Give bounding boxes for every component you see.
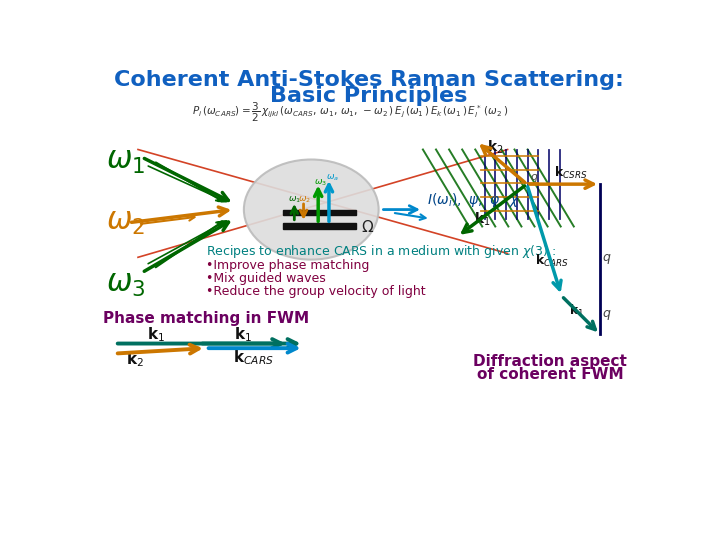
Text: q: q xyxy=(603,307,610,320)
Text: •Improve phase matching: •Improve phase matching xyxy=(206,259,369,272)
Ellipse shape xyxy=(244,159,379,260)
Text: Coherent Anti-Stokes Raman Scattering:: Coherent Anti-Stokes Raman Scattering: xyxy=(114,70,624,90)
Text: $\omega_2$: $\omega_2$ xyxy=(298,194,311,205)
Text: $\mathbf{k}_1$: $\mathbf{k}_1$ xyxy=(148,325,166,343)
Text: Recipes to enhance CARS in a medium with given $\chi(3)$ :: Recipes to enhance CARS in a medium with… xyxy=(206,242,556,260)
Text: $\omega_3$: $\omega_3$ xyxy=(314,177,327,188)
Text: •Mix guided waves: •Mix guided waves xyxy=(206,272,325,285)
Bar xyxy=(283,224,356,229)
Text: q: q xyxy=(603,251,610,264)
Text: $\mathbf{k}_{CSRS}$: $\mathbf{k}_{CSRS}$ xyxy=(554,165,588,181)
Text: $\mathbf{k}_1$: $\mathbf{k}_1$ xyxy=(234,325,252,343)
Text: $\mathbf{k}_1$: $\mathbf{k}_1$ xyxy=(570,303,585,319)
Text: $P_i\,(\omega_{CARS}) = \dfrac{3}{2}\,\chi_{ijkl}\,(\omega_{CARS},\,\omega_1,\,\: $P_i\,(\omega_{CARS}) = \dfrac{3}{2}\,\c… xyxy=(192,101,508,124)
Text: $\omega_a$: $\omega_a$ xyxy=(326,173,339,183)
Text: of coherent FWM: of coherent FWM xyxy=(477,367,624,382)
Text: Diffraction aspect: Diffraction aspect xyxy=(473,354,627,369)
Text: Phase matching in FWM: Phase matching in FWM xyxy=(104,312,310,326)
Text: $\omega_2$: $\omega_2$ xyxy=(106,208,145,237)
Text: $\omega_1$: $\omega_1$ xyxy=(288,194,301,205)
Text: $\mathbf{k}_{CARS}$: $\mathbf{k}_{CARS}$ xyxy=(233,348,274,367)
Bar xyxy=(283,210,356,215)
Text: $\mathbf{k}_2$: $\mathbf{k}_2$ xyxy=(127,350,145,369)
Text: $\omega_1$: $\omega_1$ xyxy=(106,146,145,176)
Text: Basic Principles: Basic Principles xyxy=(270,86,468,106)
Text: $I(\omega_i),\ \psi,\ \varphi,\ \chi$: $I(\omega_i),\ \psi,\ \varphi,\ \chi$ xyxy=(427,191,520,208)
Text: $\Omega$: $\Omega$ xyxy=(361,219,374,234)
Text: $\mathbf{k}_2$: $\mathbf{k}_2$ xyxy=(487,138,503,156)
Text: q: q xyxy=(531,172,538,183)
Text: $\mathbf{k}_1$: $\mathbf{k}_1$ xyxy=(474,210,491,227)
Text: $\mathbf{k}_{CARS}$: $\mathbf{k}_{CARS}$ xyxy=(534,253,569,269)
Text: $\omega_3$: $\omega_3$ xyxy=(106,270,145,299)
Text: •Reduce the group velocity of light: •Reduce the group velocity of light xyxy=(206,285,426,298)
